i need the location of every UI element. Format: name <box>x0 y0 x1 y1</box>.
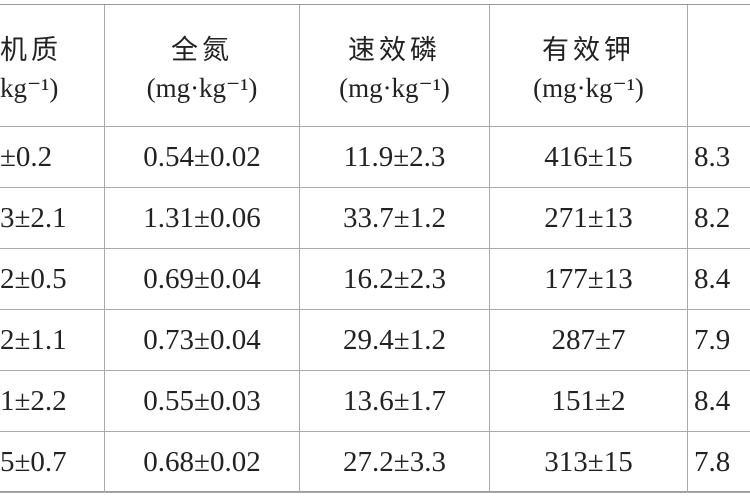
header-name: 速效磷 <box>348 34 441 65</box>
header-cell <box>688 5 750 127</box>
header-cell: 机质 kg⁻¹) <box>0 5 105 127</box>
table-cell: 313±15 <box>490 432 688 493</box>
table-cell: ±0.2 <box>0 127 105 188</box>
header-name: 机质 <box>0 34 62 65</box>
table-cell: 271±13 <box>490 188 688 249</box>
table-cell: 3±2.1 <box>0 188 105 249</box>
table-cell: 1.31±0.06 <box>105 188 300 249</box>
table-cell: 0.54±0.02 <box>105 127 300 188</box>
table-cell: 0.68±0.02 <box>105 432 300 493</box>
header-unit: (mg·kg⁻¹) <box>339 72 450 103</box>
table-cell: 7.9 <box>688 310 750 371</box>
table-cell: 287±7 <box>490 310 688 371</box>
table-cell: 8.4 <box>688 371 750 432</box>
header-unit: (mg·kg⁻¹) <box>146 72 258 103</box>
table-cell: 177±13 <box>490 249 688 310</box>
table-cell: 33.7±1.2 <box>300 188 490 249</box>
table-cell: 5±0.7 <box>0 432 105 493</box>
header-name: 全氮 <box>171 34 233 65</box>
header-unit: kg⁻¹) <box>0 72 59 103</box>
table-cell: 1±2.2 <box>0 371 105 432</box>
table-cell: 16.2±2.3 <box>300 249 490 310</box>
header-cell: 全氮 (mg·kg⁻¹) <box>105 5 300 127</box>
header-cell: 速效磷 (mg·kg⁻¹) <box>300 5 490 127</box>
table-cell: 0.69±0.04 <box>105 249 300 310</box>
header-unit: (mg·kg⁻¹) <box>533 72 644 103</box>
table-cell: 2±1.1 <box>0 310 105 371</box>
table-cell: 29.4±1.2 <box>300 310 490 371</box>
table-cell: 416±15 <box>490 127 688 188</box>
table-cell: 7.8 <box>688 432 750 493</box>
table-cell: 8.3 <box>688 127 750 188</box>
table-cell: 13.6±1.7 <box>300 371 490 432</box>
table-cell: 151±2 <box>490 371 688 432</box>
table: 机质 kg⁻¹) 全氮 (mg·kg⁻¹) 速效磷 (mg·kg⁻¹) 有效钾 (mg·kg⁻… <box>0 4 750 493</box>
table-cell: 8.4 <box>688 249 750 310</box>
table-cell: 11.9±2.3 <box>300 127 490 188</box>
table-cell: 0.73±0.04 <box>105 310 300 371</box>
table-cell: 2±0.5 <box>0 249 105 310</box>
table-cell: 0.55±0.03 <box>105 371 300 432</box>
table-cell: 8.2 <box>688 188 750 249</box>
header-cell: 有效钾 (mg·kg⁻¹) <box>490 5 688 127</box>
header-name: 有效钾 <box>542 34 635 65</box>
table-cell: 27.2±3.3 <box>300 432 490 493</box>
